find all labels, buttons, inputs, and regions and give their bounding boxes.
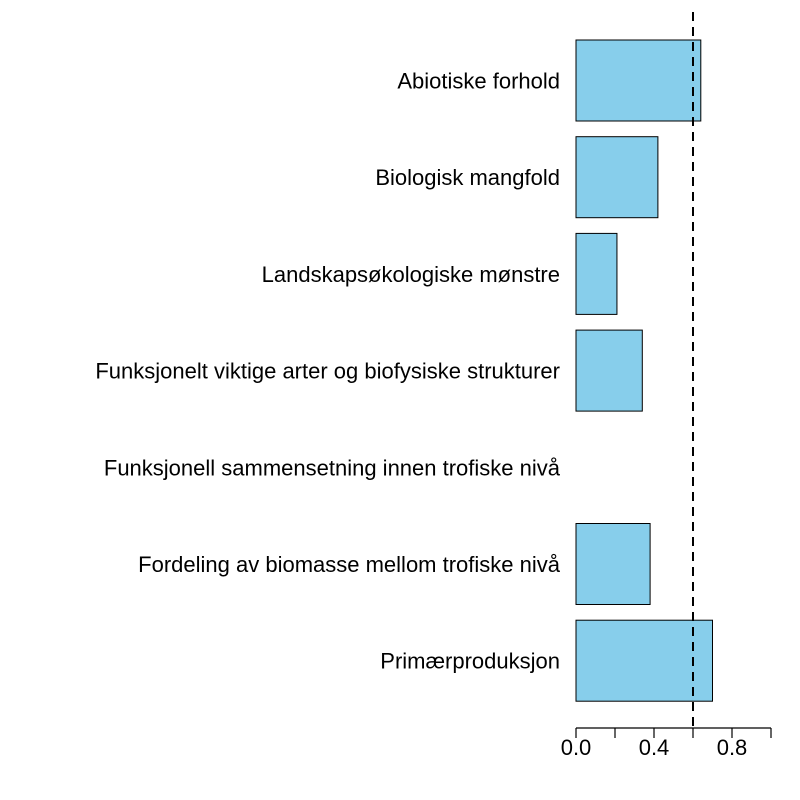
- category-label: Landskapsøkologiske mønstre: [262, 262, 560, 287]
- bars-layer: [575, 39, 713, 702]
- x-tick-label: 0.4: [639, 735, 670, 760]
- bar: [575, 39, 702, 122]
- category-label: Abiotiske forhold: [397, 69, 560, 94]
- x-tick-label: 0.8: [717, 735, 748, 760]
- category-label: Funksjonelt viktige arter og biofysiske …: [95, 359, 560, 384]
- bar: [575, 523, 651, 605]
- bar: [575, 329, 643, 412]
- x-axis: 0.0 0.4 0.8: [561, 727, 772, 760]
- bar: [575, 232, 618, 315]
- category-label: Funksjonell sammensetning innen trofiske…: [104, 455, 561, 480]
- x-tick-label: 0.0: [561, 735, 592, 760]
- bar: [575, 619, 713, 702]
- bar: [575, 136, 659, 219]
- category-labels: Abiotiske forhold Biologisk mangfold Lands…: [95, 69, 560, 674]
- category-label: Fordeling av biomasse mellom trofiske ni…: [138, 552, 561, 577]
- category-label: Biologisk mangfold: [375, 165, 560, 190]
- category-label: Primærproduksjon: [380, 649, 560, 674]
